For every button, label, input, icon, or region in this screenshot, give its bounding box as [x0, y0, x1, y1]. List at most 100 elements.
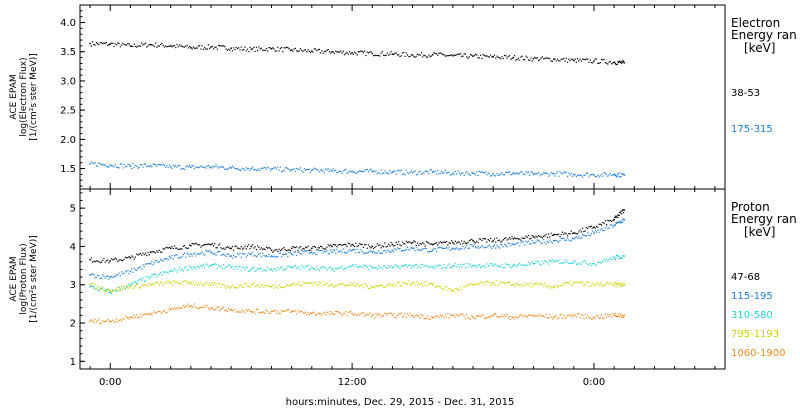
data-point	[443, 172, 445, 174]
data-point	[245, 256, 247, 258]
data-point	[187, 166, 189, 168]
data-point	[559, 284, 561, 287]
data-point	[362, 312, 365, 314]
data-point	[507, 242, 509, 244]
data-point	[487, 56, 489, 58]
data-point	[244, 253, 246, 255]
data-point	[114, 43, 116, 45]
data-point	[259, 252, 261, 255]
data-point	[340, 50, 342, 52]
data-point	[502, 246, 504, 248]
data-point	[181, 283, 183, 286]
data-point	[577, 313, 579, 315]
data-point	[90, 319, 92, 321]
data-point	[234, 308, 236, 310]
data-point	[151, 260, 153, 263]
data-point	[350, 266, 352, 268]
data-point	[221, 166, 223, 168]
data-point	[343, 312, 346, 315]
data-point	[322, 312, 324, 314]
data-point	[491, 174, 493, 177]
data-point	[200, 282, 202, 284]
data-point	[490, 316, 492, 318]
data-point	[395, 316, 397, 319]
data-point	[492, 282, 494, 284]
data-point	[146, 165, 148, 168]
data-point	[579, 229, 581, 231]
data-point	[503, 54, 506, 57]
data-point	[415, 281, 417, 283]
data-point	[205, 306, 207, 309]
data-point	[357, 312, 360, 315]
data-point	[570, 262, 572, 264]
data-point	[338, 243, 341, 246]
data-point	[336, 268, 338, 270]
data-point	[143, 284, 145, 286]
data-point	[333, 243, 336, 246]
data-point	[330, 249, 332, 251]
data-point	[279, 312, 281, 315]
data-point	[395, 264, 397, 266]
data-point	[131, 316, 133, 318]
data-point	[394, 283, 396, 285]
data-point	[393, 286, 395, 288]
data-point	[428, 242, 430, 244]
data-point	[434, 286, 436, 288]
data-point	[422, 285, 424, 287]
data-point	[226, 253, 228, 255]
data-point	[587, 281, 589, 283]
data-point	[153, 273, 155, 275]
data-point	[584, 283, 586, 286]
data-point	[243, 311, 245, 313]
data-point	[597, 315, 599, 317]
data-point	[318, 171, 320, 173]
data-point	[128, 283, 130, 285]
data-point	[603, 317, 605, 319]
data-point	[104, 289, 106, 291]
data-point	[275, 168, 278, 170]
data-point	[435, 53, 438, 55]
data-point	[294, 170, 297, 172]
data-point	[409, 55, 411, 58]
data-point	[214, 309, 216, 311]
data-point	[108, 166, 110, 168]
data-point	[322, 247, 324, 249]
data-point	[621, 316, 623, 318]
data-point	[255, 308, 257, 311]
data-point	[307, 311, 309, 314]
data-point	[482, 238, 484, 240]
data-point	[467, 242, 469, 244]
data-point	[354, 245, 356, 248]
data-point	[608, 258, 610, 261]
data-point	[420, 313, 422, 316]
data-point	[396, 314, 399, 317]
data-point	[129, 270, 132, 273]
data-point	[551, 287, 554, 289]
data-point	[224, 254, 226, 256]
data-point	[438, 316, 440, 319]
data-point	[220, 308, 222, 310]
data-point	[384, 242, 386, 244]
data-point	[519, 238, 521, 240]
data-point	[262, 248, 264, 250]
data-point	[506, 313, 508, 316]
data-point	[563, 57, 565, 60]
data-point	[439, 241, 441, 243]
data-point	[620, 256, 622, 259]
data-point	[590, 225, 593, 227]
series-175-315	[89, 161, 625, 178]
data-point	[418, 249, 420, 251]
data-point	[573, 232, 575, 234]
data-point	[474, 246, 477, 248]
data-point	[411, 54, 414, 56]
data-point	[594, 264, 596, 266]
data-point	[598, 317, 600, 319]
data-point	[270, 168, 273, 170]
data-point	[471, 54, 473, 56]
data-point	[451, 290, 453, 292]
data-point	[541, 260, 543, 262]
data-point	[248, 50, 250, 53]
data-point	[401, 281, 404, 283]
data-point	[226, 265, 228, 267]
data-point	[580, 174, 582, 176]
